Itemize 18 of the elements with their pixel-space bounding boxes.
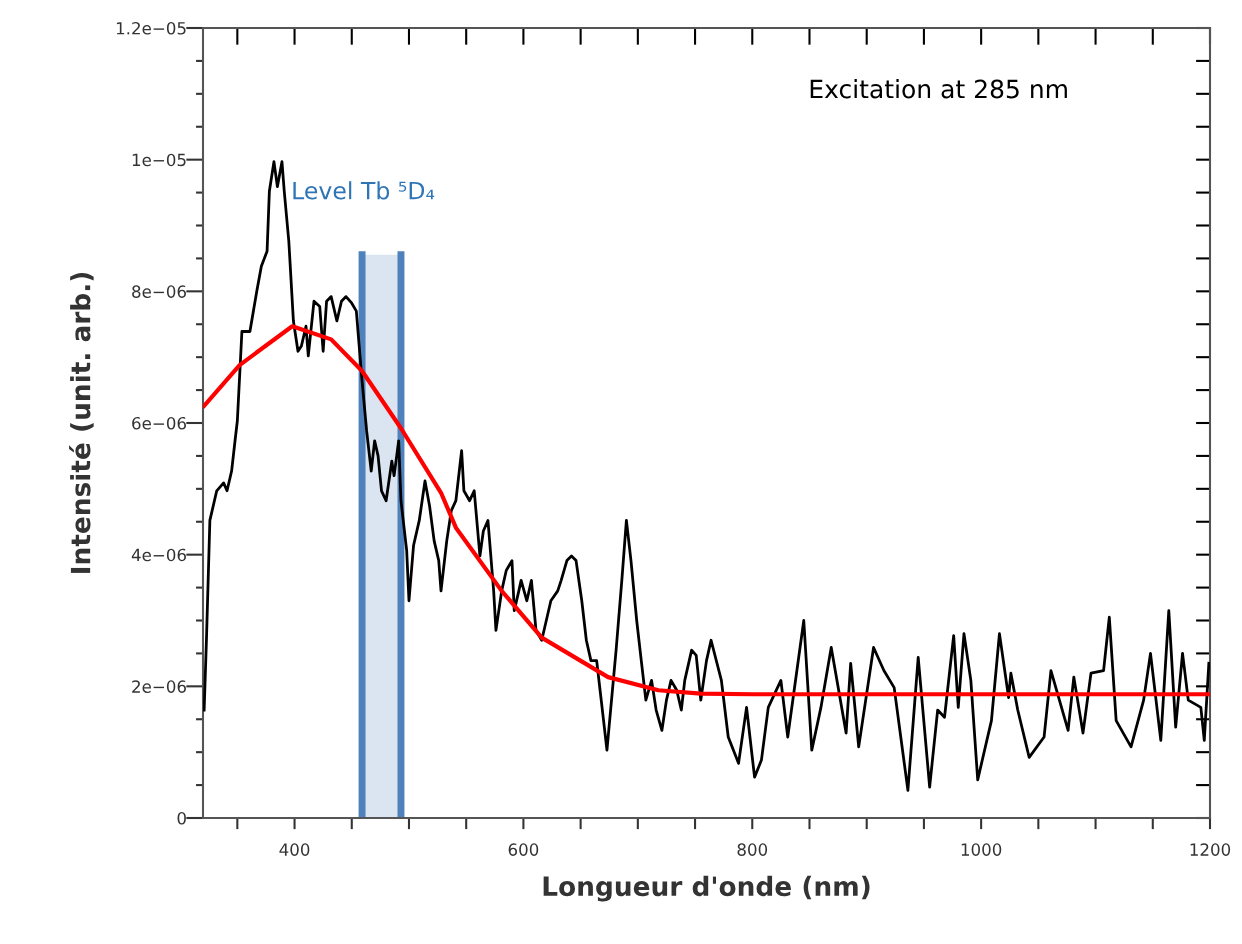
line-series <box>203 324 1210 697</box>
x-tick-label: 400 <box>279 843 310 856</box>
x-tick-label: 800 <box>737 843 768 856</box>
annotation: Excitation at 285 nm <box>810 79 1067 99</box>
y-tick-label: 1.2e−05 <box>116 21 186 35</box>
x-tick-label: 1200 <box>1190 843 1231 856</box>
band-label: Level Tb ⁵D₄ <box>293 181 435 200</box>
y-tick-label: 0 <box>177 811 186 825</box>
line-series <box>203 160 1210 792</box>
y-tick-label: 8e−06 <box>132 285 186 298</box>
y-tick-label: 6e−06 <box>132 416 186 430</box>
x-tick-label: 1000 <box>961 843 1002 856</box>
y-tick-label: 2e−06 <box>132 680 186 693</box>
x-axis-title: Longueur d'onde (nm) <box>543 875 870 902</box>
y-axis-title: Intensité (unit. arb.) <box>69 272 94 573</box>
x-tick-label: 600 <box>508 843 539 856</box>
y-tick-label: 4e−06 <box>131 548 186 562</box>
y-tick-label: 1e−05 <box>132 153 186 167</box>
